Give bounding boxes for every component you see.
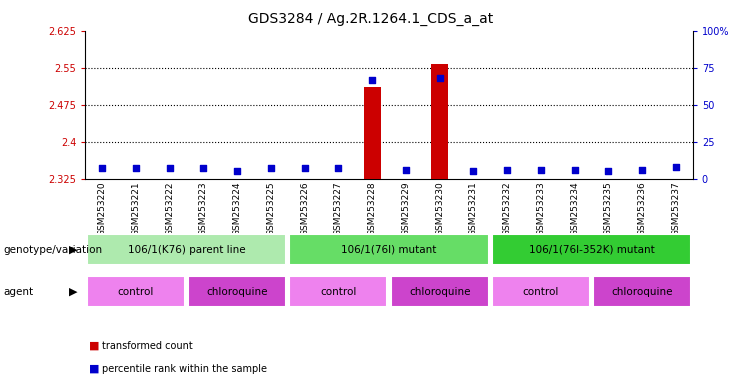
Text: control: control [118,287,154,297]
Point [96,165,108,171]
Point [602,168,614,174]
Point [333,165,345,171]
Bar [290,234,488,265]
Point [637,167,648,173]
Text: genotype/variation: genotype/variation [4,245,103,255]
Bar [492,234,691,265]
Point [535,167,547,173]
Text: GDS3284 / Ag.2R.1264.1_CDS_a_at: GDS3284 / Ag.2R.1264.1_CDS_a_at [248,12,493,25]
Bar [431,64,448,179]
Point [197,165,209,171]
Bar [290,276,388,307]
Bar [87,234,286,265]
Point [400,167,412,173]
Point [433,75,445,81]
Text: ■: ■ [89,341,99,351]
Text: control: control [522,287,559,297]
Text: percentile rank within the sample: percentile rank within the sample [102,364,268,374]
Text: control: control [320,287,356,297]
Bar [364,88,381,179]
Point [265,165,277,171]
Point [231,168,243,174]
Text: chloroquine: chloroquine [611,287,673,297]
Point [164,165,176,171]
Text: 106/1(K76) parent line: 106/1(K76) parent line [127,245,245,255]
Bar [188,276,286,307]
Point [569,167,581,173]
Text: agent: agent [4,287,34,297]
Bar [391,276,488,307]
Bar [594,276,691,307]
Bar [87,276,185,307]
Text: transformed count: transformed count [102,341,193,351]
Point [130,165,142,171]
Text: 106/1(76I) mutant: 106/1(76I) mutant [342,245,436,255]
Text: chloroquine: chloroquine [409,287,471,297]
Point [299,165,310,171]
Text: chloroquine: chloroquine [207,287,268,297]
Point [501,167,513,173]
Point [468,168,479,174]
Point [670,164,682,170]
Point [366,76,378,83]
Text: 106/1(76I-352K) mutant: 106/1(76I-352K) mutant [528,245,654,255]
Text: ▶: ▶ [70,245,78,255]
Text: ■: ■ [89,364,99,374]
Bar [492,276,590,307]
Text: ▶: ▶ [70,287,78,297]
